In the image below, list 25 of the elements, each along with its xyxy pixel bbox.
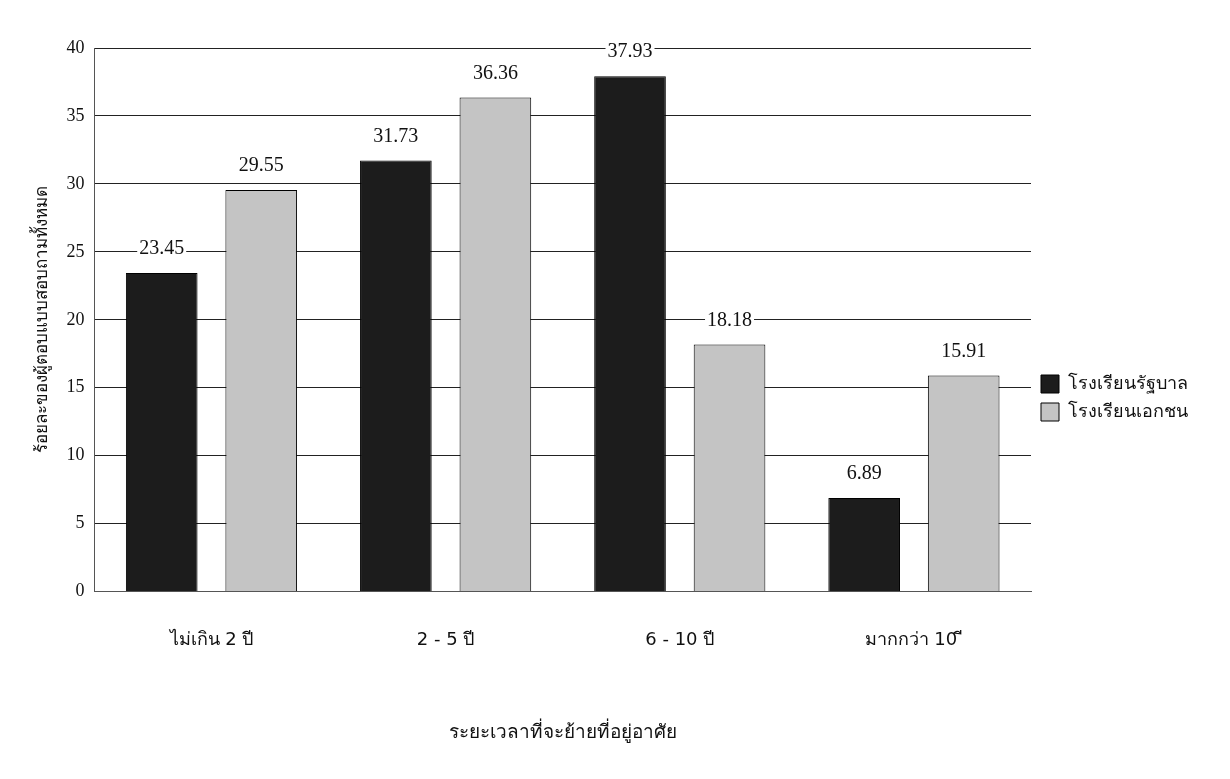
- x-tick-label: 6 - 10 ปี: [645, 628, 715, 650]
- legend-label: โรงเรียนรัฐบาล: [1068, 371, 1188, 394]
- data-label: 36.36: [472, 60, 518, 83]
- y-tick-label: 30: [66, 172, 85, 193]
- data-label: 15.91: [941, 338, 987, 361]
- legend-label: โรงเรียนเอกชน: [1068, 399, 1188, 421]
- data-label: 23.45: [139, 236, 185, 259]
- y-tick-label: 35: [66, 104, 85, 125]
- x-tick-label: ไม่เกิน 2 ปี: [167, 628, 254, 650]
- x-tick-label: มากกว่า 10 ี: [864, 628, 964, 650]
- y-tick-label: 15: [66, 376, 85, 397]
- y-tick-label: 25: [66, 240, 85, 261]
- y-tick-label: 5: [75, 512, 85, 533]
- y-tick-label: 0: [75, 580, 85, 601]
- y-tick-label: 40: [66, 36, 85, 57]
- y-axis-title: ร้อยละของผู้ตอบแบบสอบถามทั้งหมด: [28, 186, 52, 454]
- y-tick-label: 10: [66, 444, 85, 465]
- x-tick-label: 2 - 5 ปี: [416, 628, 475, 650]
- data-label: 29.55: [238, 153, 284, 176]
- data-label: 31.73: [373, 123, 419, 146]
- y-tick-label: 20: [66, 308, 85, 329]
- data-label: 6.89: [846, 461, 882, 484]
- data-label: 37.93: [607, 39, 653, 62]
- data-label: 18.18: [707, 307, 753, 330]
- x-axis-title: ระยะเวลาที่จะย้ายที่อยู่อาศัย: [448, 717, 677, 743]
